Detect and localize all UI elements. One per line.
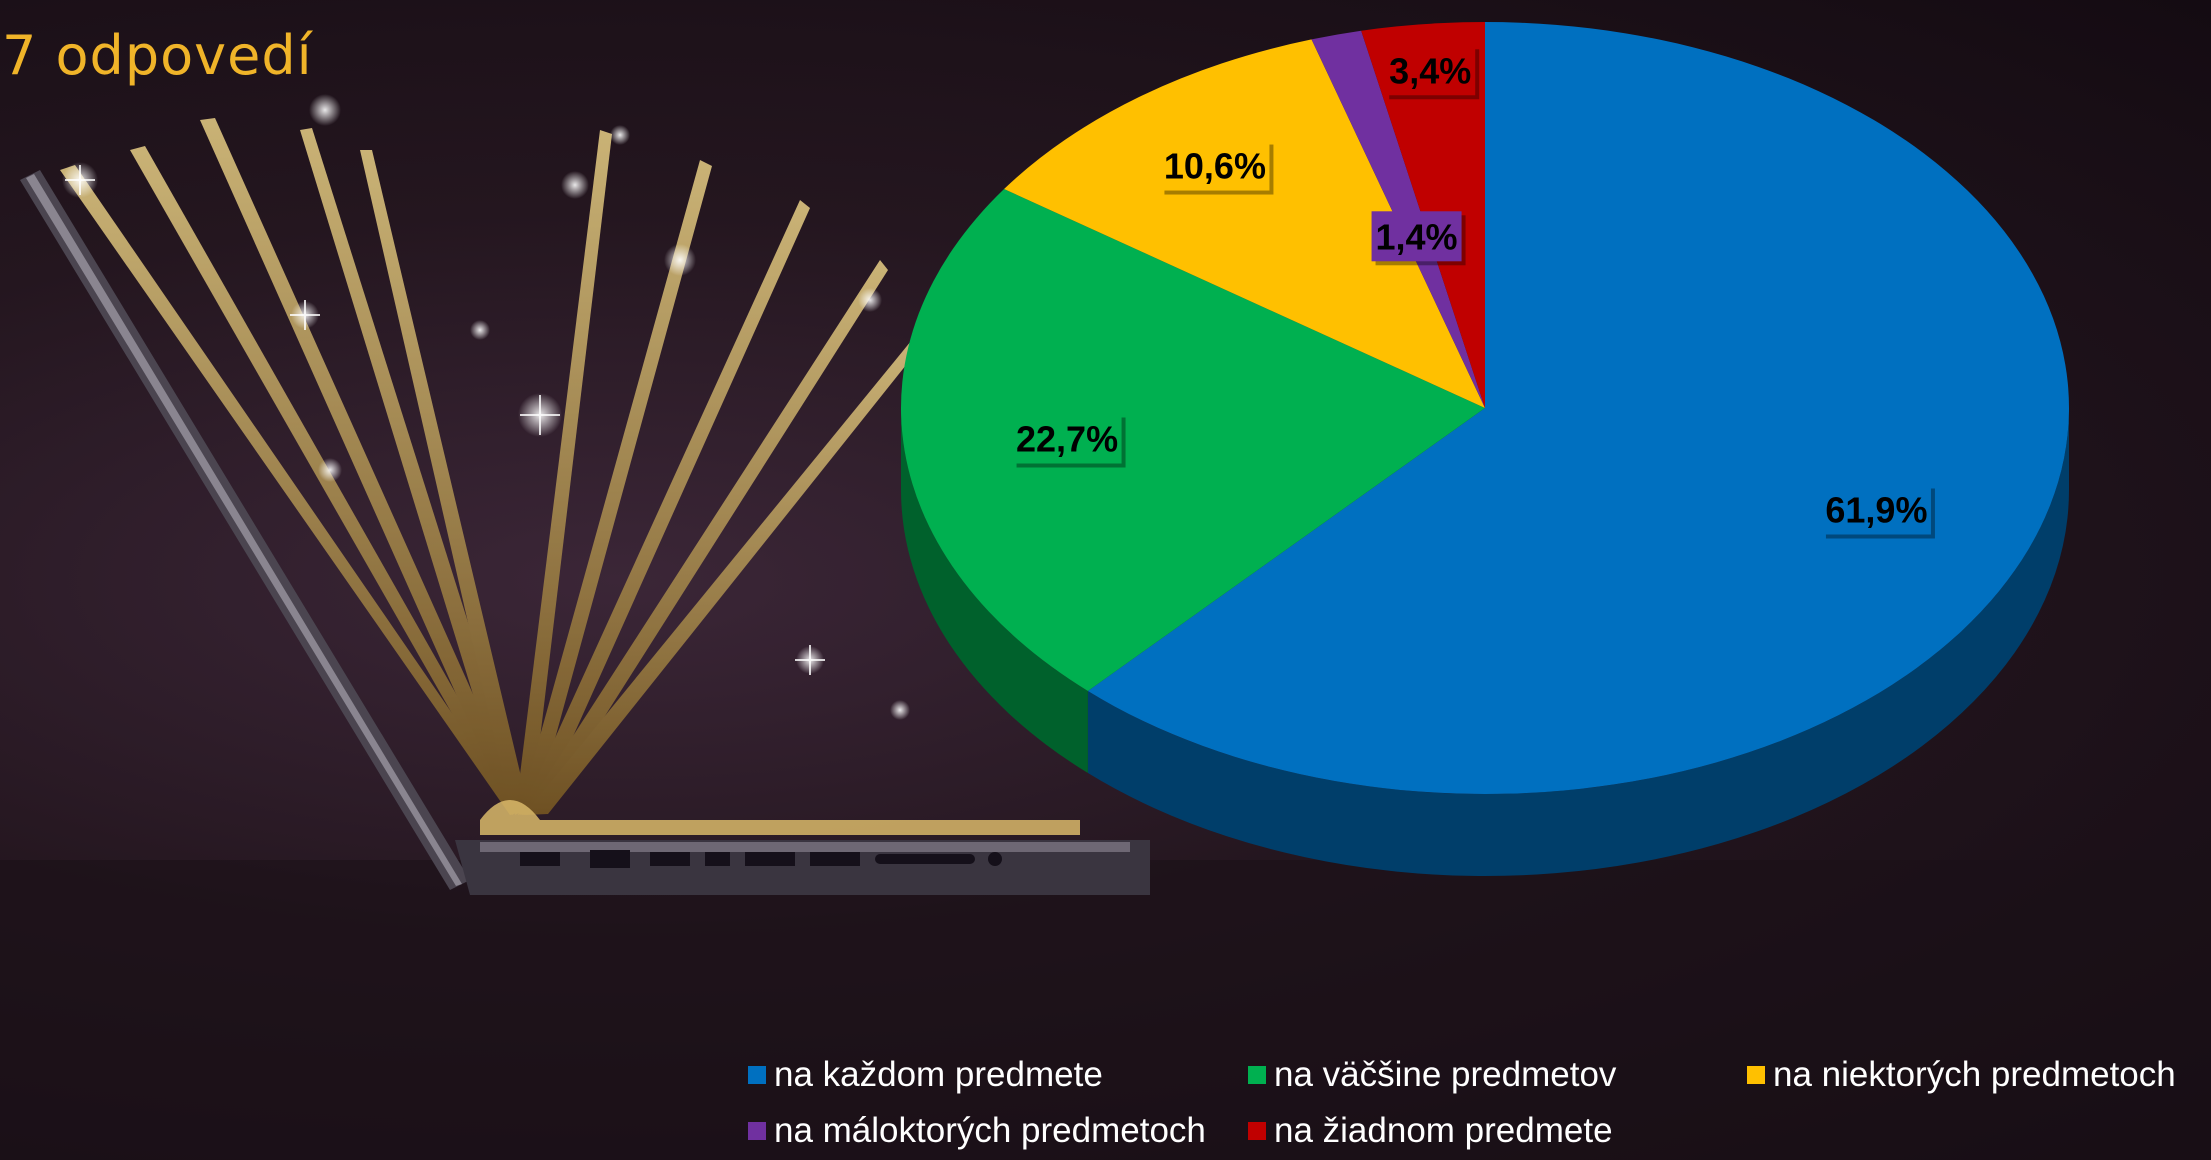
- chart-legend: na každom predmete na väčšine predmetov …: [748, 1055, 2208, 1160]
- pie-label-4: 3,4%: [1385, 45, 1480, 100]
- legend-item-maloktorych: na máloktorých predmetoch: [748, 1111, 1206, 1151]
- legend-swatch-red: [1248, 1122, 1266, 1140]
- legend-label: na väčšine predmetov: [1274, 1055, 1617, 1094]
- legend-item-vacsine: na väčšine predmetov: [1248, 1055, 1616, 1095]
- legend-item-kazdom: na každom predmete: [748, 1055, 1103, 1095]
- pie-label-0: 61,9%: [1821, 484, 1935, 539]
- pie-data-labels: 61,9% 22,7% 10,6% 1,4% 3,4%: [1012, 45, 1935, 539]
- legend-label: na niektorých predmetoch: [1773, 1055, 2176, 1094]
- legend-label: na každom predmete: [774, 1055, 1103, 1094]
- pie-side-0: [1087, 408, 2069, 876]
- legend-swatch-green: [1248, 1066, 1266, 1084]
- legend-label: na žiadnom predmete: [1274, 1111, 1613, 1150]
- legend-item-ziadnom: na žiadnom predmete: [1248, 1111, 1613, 1151]
- svg-text:3,4%: 3,4%: [1389, 50, 1471, 91]
- response-count-title: 7 odpovedí: [2, 24, 313, 87]
- svg-text:1,4%: 1,4%: [1376, 216, 1458, 257]
- pie-slice-2: [1004, 39, 1485, 408]
- pie-side-1: [901, 408, 1088, 774]
- pie-slice-0: [1087, 22, 2069, 794]
- svg-text:22,7%: 22,7%: [1016, 418, 1118, 459]
- legend-swatch-purple: [748, 1122, 766, 1140]
- pie-top-faces: [901, 22, 2069, 794]
- pie-label-3: 1,4%: [1371, 211, 1466, 266]
- legend-label: na máloktorých predmetoch: [774, 1111, 1206, 1150]
- legend-swatch-yellow: [1747, 1066, 1765, 1084]
- svg-text:10,6%: 10,6%: [1164, 146, 1266, 187]
- pie-side-faces: [901, 408, 2069, 876]
- legend-item-niektorych: na niektorých predmetoch: [1747, 1055, 2176, 1095]
- legend-swatch-blue: [748, 1066, 766, 1084]
- pie-slice-1: [901, 189, 1485, 692]
- svg-text:61,9%: 61,9%: [1825, 489, 1927, 530]
- pie-label-1: 22,7%: [1012, 413, 1126, 468]
- pie-label-2: 10,6%: [1160, 140, 1274, 195]
